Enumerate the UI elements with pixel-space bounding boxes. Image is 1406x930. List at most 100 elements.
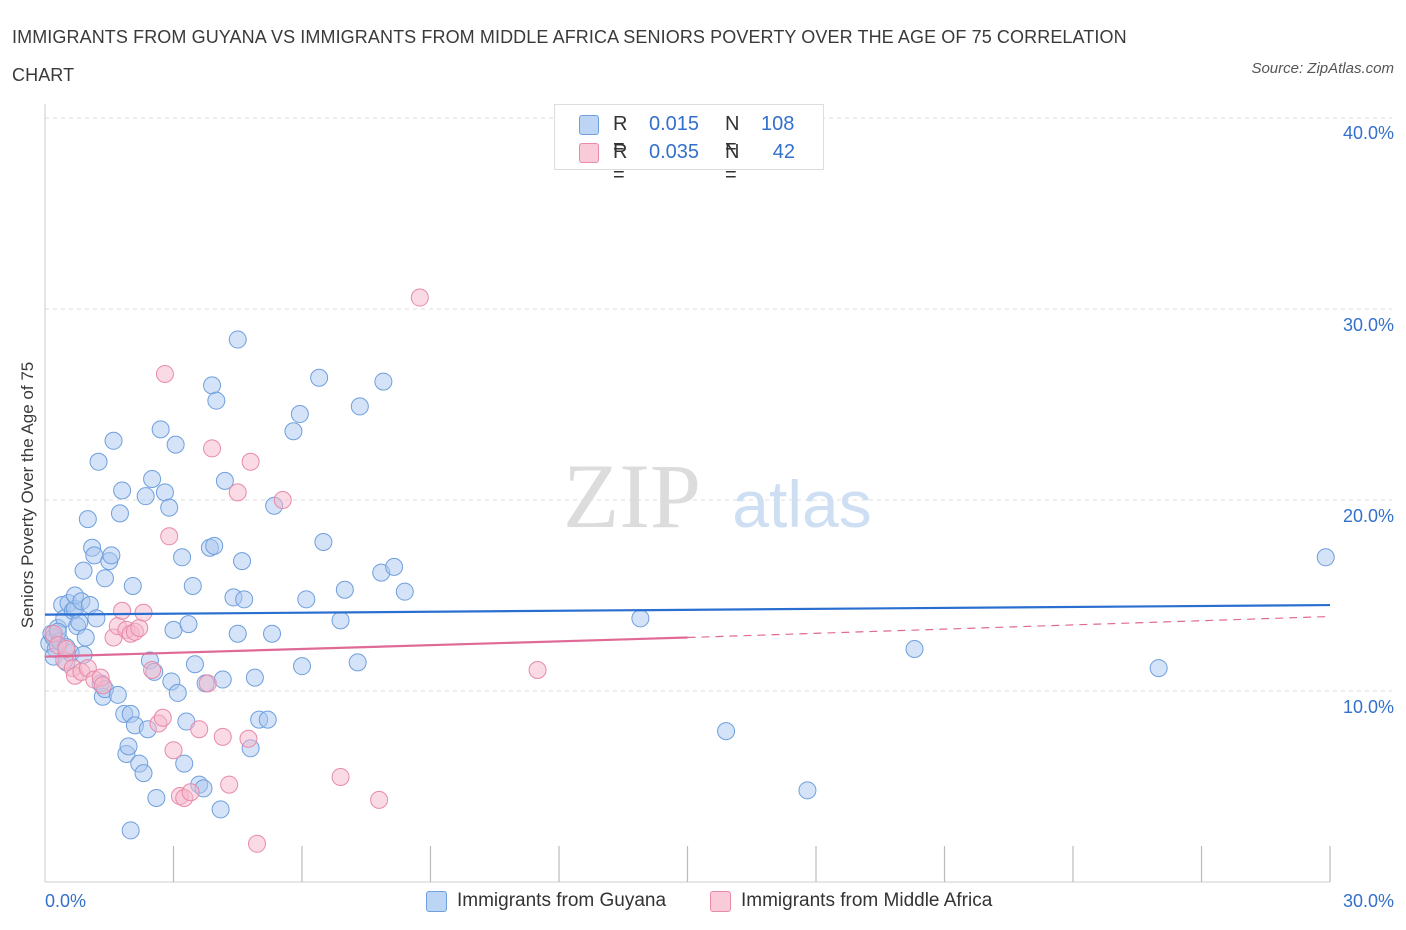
africa-trend-line-extension bbox=[687, 615, 1331, 639]
guyana-point bbox=[121, 821, 140, 840]
africa-point bbox=[181, 783, 200, 802]
guyana-point bbox=[374, 372, 393, 391]
guyana-point bbox=[1316, 548, 1335, 567]
africa-trend-line bbox=[44, 636, 688, 658]
guyana-point bbox=[166, 435, 185, 454]
africa-point bbox=[203, 439, 222, 458]
guyana-point bbox=[284, 422, 303, 441]
guyana-point bbox=[228, 330, 247, 349]
source-label: Source: ZipAtlas.com bbox=[1251, 60, 1394, 77]
africa-swatch bbox=[579, 143, 599, 163]
guyana-swatch bbox=[579, 115, 599, 135]
africa-point bbox=[113, 601, 132, 620]
guyana-point bbox=[215, 471, 234, 490]
guyana-point bbox=[183, 576, 202, 595]
guyana-point bbox=[74, 561, 93, 580]
guyana-legend-swatch bbox=[426, 891, 447, 912]
guyana-point bbox=[89, 452, 108, 471]
guyana-point bbox=[717, 722, 736, 741]
guyana-point bbox=[179, 615, 198, 634]
r-value: 0.015 bbox=[649, 113, 700, 135]
watermark-zip: ZIP bbox=[563, 445, 701, 547]
guyana-point bbox=[136, 487, 155, 506]
guyana-point bbox=[134, 764, 153, 783]
africa-point bbox=[220, 775, 239, 794]
guyana-point bbox=[228, 624, 247, 643]
guyana-point bbox=[70, 613, 89, 632]
guyana-point bbox=[1149, 659, 1168, 678]
guyana-point bbox=[87, 609, 106, 628]
guyana-point bbox=[78, 510, 97, 529]
africa-point bbox=[248, 834, 267, 853]
guyana-point bbox=[211, 800, 230, 819]
guyana-point bbox=[314, 533, 333, 552]
guyana-point bbox=[155, 483, 174, 502]
y-tick-label-30: 30.0% bbox=[1342, 315, 1394, 335]
guyana-point bbox=[207, 391, 226, 410]
guyana-point bbox=[102, 546, 121, 565]
legend-label: Immigrants from Middle Africa bbox=[741, 890, 993, 911]
africa-point bbox=[57, 639, 76, 658]
guyana-point bbox=[290, 405, 309, 424]
africa-point bbox=[213, 727, 232, 746]
guyana-point bbox=[905, 639, 924, 658]
guyana-point bbox=[385, 557, 404, 576]
guyana-point bbox=[205, 536, 224, 555]
n-value: 108 bbox=[761, 113, 795, 135]
watermark-atlas: atlas bbox=[732, 467, 871, 541]
guyana-point bbox=[297, 590, 316, 609]
africa-point bbox=[370, 790, 389, 809]
n-value: 42 bbox=[772, 141, 795, 163]
guyana-point bbox=[123, 576, 142, 595]
y-tick-label-20: 20.0% bbox=[1342, 506, 1394, 526]
guyana-point bbox=[104, 431, 123, 450]
africa-point bbox=[273, 491, 292, 509]
africa-point bbox=[93, 676, 112, 695]
axes bbox=[44, 104, 1331, 883]
guyana-point bbox=[175, 754, 194, 773]
y-tick-label-10: 10.0% bbox=[1342, 697, 1394, 717]
guyana-point bbox=[164, 620, 183, 639]
africa-point bbox=[190, 720, 209, 739]
guyana-point bbox=[173, 548, 192, 567]
chart-title: IMMIGRANTS FROM GUYANA VS IMMIGRANTS FRO… bbox=[12, 27, 1127, 85]
africa-point bbox=[331, 767, 350, 786]
r-label: R = bbox=[613, 141, 628, 186]
africa-point bbox=[228, 483, 247, 502]
guyana-point bbox=[350, 397, 369, 416]
africa-point bbox=[134, 603, 153, 622]
legend-label: Immigrants from Guyana bbox=[457, 890, 667, 911]
guyana-point bbox=[143, 469, 162, 488]
africa-point bbox=[241, 452, 260, 471]
africa-point bbox=[160, 527, 179, 546]
africa-point bbox=[410, 288, 429, 307]
africa-legend-swatch bbox=[710, 891, 731, 912]
guyana-point bbox=[233, 552, 252, 571]
guyana-point bbox=[95, 569, 114, 588]
guyana-point bbox=[335, 580, 354, 599]
africa-point bbox=[528, 660, 547, 679]
x-tick-label-max: 30.0% bbox=[1342, 891, 1394, 911]
r-label: R = bbox=[613, 113, 628, 158]
africa-point bbox=[198, 674, 217, 693]
guyana-point bbox=[798, 781, 817, 800]
guyana-point bbox=[85, 546, 104, 565]
guyana-point bbox=[119, 737, 138, 756]
guyana-point bbox=[213, 670, 232, 689]
guyana-point bbox=[76, 628, 95, 647]
guyana-point bbox=[631, 609, 650, 628]
guyana-point bbox=[310, 368, 329, 387]
guyana-point bbox=[185, 655, 204, 674]
guyana-point bbox=[168, 683, 187, 702]
africa-point bbox=[143, 660, 162, 679]
guyana-point bbox=[151, 420, 170, 439]
guyana-point bbox=[110, 504, 129, 523]
africa-point bbox=[155, 364, 174, 383]
guyana-trend-line bbox=[44, 603, 1331, 616]
africa-point bbox=[130, 618, 149, 637]
guyana-point bbox=[235, 590, 254, 609]
guyana-point bbox=[245, 668, 264, 687]
x-tick-label-min: 0.0% bbox=[45, 891, 87, 911]
guyana-point bbox=[395, 582, 414, 601]
